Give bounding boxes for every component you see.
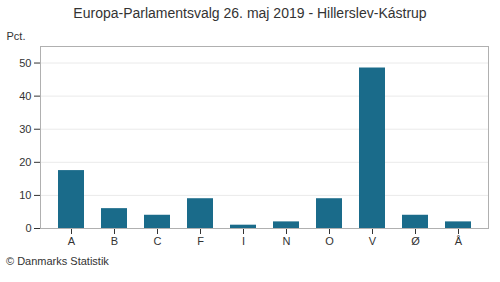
svg-text:0: 0 (25, 222, 31, 234)
svg-text:F: F (197, 235, 204, 247)
svg-text:30: 30 (19, 123, 31, 135)
svg-text:40: 40 (19, 90, 31, 102)
html-text:© Danmarks Statistik: © Danmarks Statistik (6, 255, 109, 267)
svg-text:A: A (68, 235, 76, 247)
svg-text:O: O (325, 235, 334, 247)
svg-text:B: B (111, 235, 118, 247)
svg-text:Å: Å (455, 235, 463, 247)
svg-text:C: C (154, 235, 162, 247)
svg-text:50: 50 (19, 57, 31, 69)
svg-text:Pct.: Pct. (7, 30, 26, 42)
svg-text:I: I (242, 235, 245, 247)
svg-text:20: 20 (19, 156, 31, 168)
svg-text:N: N (283, 235, 291, 247)
html-text:Europa-Parlamentsvalg 26. maj: Europa-Parlamentsvalg 26. maj 2019 - Hil… (73, 5, 427, 21)
svg-text:V: V (369, 235, 377, 247)
svg-text:Ø: Ø (411, 235, 420, 247)
svg-text:10: 10 (19, 189, 31, 201)
